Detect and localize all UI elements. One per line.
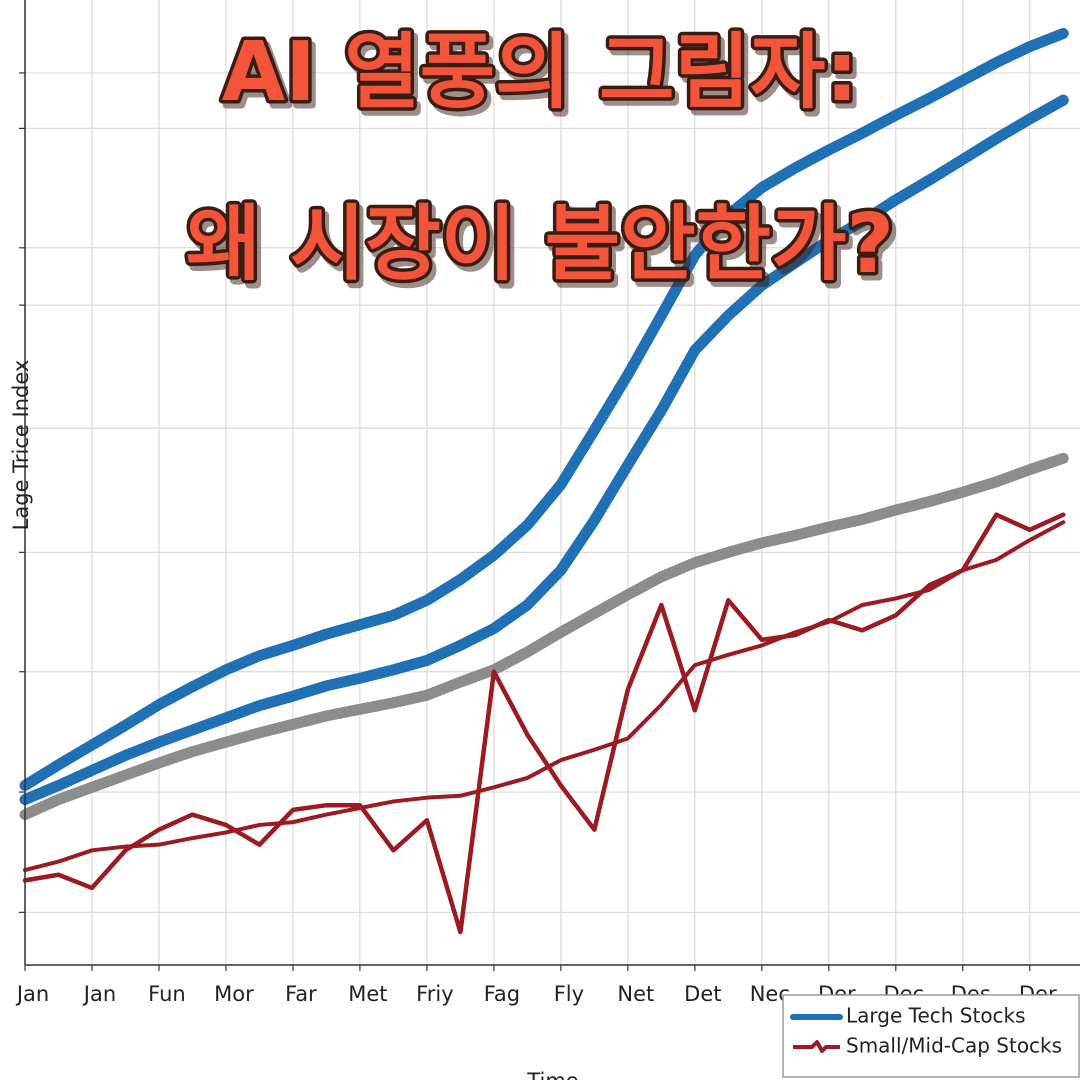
x-tick-label: Met (348, 982, 387, 1006)
series-line (19, 27, 1069, 791)
x-tick-label: Fag (484, 982, 520, 1006)
series-line (19, 452, 1069, 821)
x-tick-label: Net (617, 982, 654, 1006)
y-axis-label: Lage Trice Index (9, 360, 33, 531)
title-line: AI 열풍의 그림자: (222, 25, 859, 120)
x-tick-label: Jan (15, 982, 49, 1006)
series-line (22, 512, 1066, 935)
x-tick-label: Mor (214, 982, 254, 1006)
x-tick-label: Det (684, 982, 721, 1006)
x-tick-label: Friy (416, 982, 453, 1006)
series-line (23, 520, 1066, 873)
legend-swatch (793, 1040, 840, 1053)
x-tick-label: Fun (148, 982, 186, 1006)
title-line: 왜 시장이 불안한가? (186, 197, 894, 292)
series-line (19, 94, 1069, 806)
legend-box (782, 994, 1080, 1078)
legend-label: Large Tech Stocks (846, 1004, 1026, 1028)
x-tick-label: Far (285, 982, 317, 1006)
legend-label: Small/Mid-Cap Stocks (846, 1034, 1062, 1058)
lines (19, 27, 1069, 935)
legend: Large Tech Stocks Small/Mid-Cap Stocks (782, 994, 1080, 1078)
x-axis-label: Time (526, 1069, 578, 1080)
grid: Jan Jan Fun Mor Far Met Friy Fag Fly Net Det Nec Der… (15, 0, 1080, 1006)
x-tick-label: Fly (554, 982, 584, 1006)
x-tick-label: Jan (82, 982, 116, 1006)
